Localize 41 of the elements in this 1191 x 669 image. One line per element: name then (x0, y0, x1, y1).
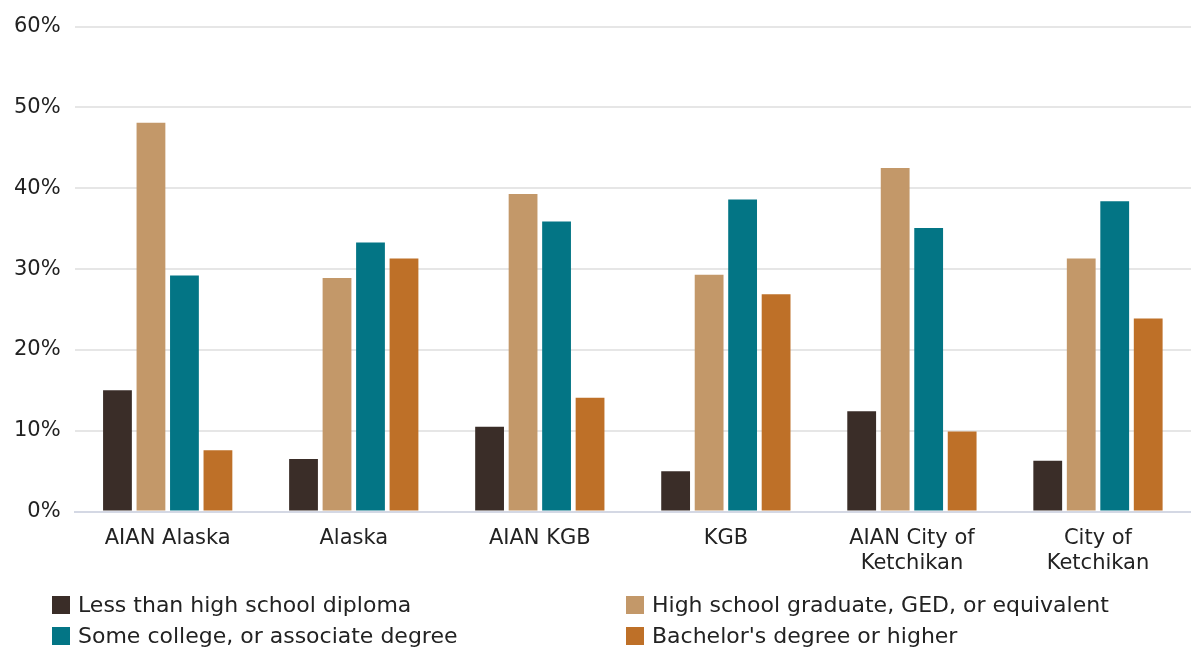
x-tick-label: KGB (703, 524, 749, 549)
bar (694, 274, 724, 511)
bar (203, 450, 233, 511)
bar (1033, 460, 1063, 511)
bar (389, 258, 419, 511)
bar (322, 277, 352, 511)
bar (761, 294, 791, 511)
bar (847, 411, 877, 511)
bar (103, 390, 132, 511)
legend-label: Bachelor's degree or higher (652, 623, 958, 648)
x-tick-label: Alaska (319, 524, 389, 549)
bar (1066, 258, 1096, 511)
y-tick-label: 60% (13, 13, 61, 38)
bar (1100, 201, 1130, 511)
x-tick-label: City of Ketchikan (1046, 524, 1150, 574)
x-tick-label: AIAN Alaska (104, 524, 231, 549)
bar (508, 193, 538, 511)
bar (1133, 318, 1163, 511)
bar (728, 199, 758, 511)
bar (170, 275, 199, 511)
bar (542, 221, 571, 511)
y-tick-label: 50% (13, 93, 61, 118)
x-tick-label: AIAN KGB (488, 524, 591, 549)
y-tick-label: 10% (13, 417, 61, 442)
bar (575, 397, 605, 511)
bar (661, 471, 691, 511)
bar (136, 122, 166, 511)
y-tick-label: 0% (27, 498, 61, 523)
legend-label: High school graduate, GED, or equivalent (652, 592, 1109, 617)
bar (356, 242, 385, 511)
bar (289, 459, 318, 511)
bar (475, 426, 504, 511)
y-tick-label: 40% (13, 174, 61, 199)
bar (880, 168, 910, 511)
bar (947, 431, 977, 511)
bar (914, 227, 944, 511)
legend-label: Less than high school diploma (78, 592, 412, 617)
legend-label: Some college, or associate degree (78, 623, 458, 648)
y-tick-label: 30% (13, 255, 61, 280)
x-tick-label: AIAN City of Ketchikan (849, 524, 976, 574)
y-tick-label: 20% (13, 336, 61, 361)
